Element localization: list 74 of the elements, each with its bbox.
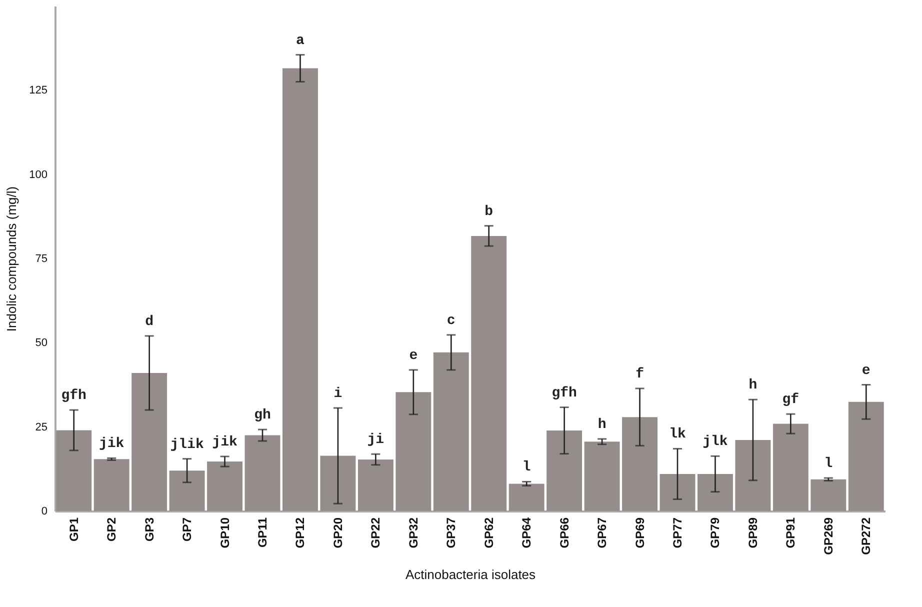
bar (848, 402, 884, 511)
annotation: jik (98, 436, 124, 452)
bar (810, 479, 846, 511)
x-tick-label: GP62 (482, 517, 496, 548)
x-tick-label: GP12 (293, 517, 308, 548)
annotation: l (824, 456, 833, 472)
annotation: jik (212, 434, 238, 450)
x-tick-label: GP2 (104, 517, 119, 542)
bar (282, 68, 318, 511)
x-tick-label: GP11 (256, 517, 270, 548)
y-tick-label: 75 (35, 253, 48, 265)
x-tick-label: GP79 (708, 517, 722, 548)
bar (622, 417, 658, 511)
annotation: l (522, 460, 531, 476)
bar (320, 456, 356, 511)
y-tick-label: 0 (41, 506, 48, 518)
x-tick-label: GP69 (632, 517, 647, 548)
annotation: gfh (552, 385, 577, 402)
bar (169, 470, 205, 511)
x-tick-label: GP10 (218, 517, 232, 548)
annotation: e (409, 348, 418, 364)
bar (508, 484, 544, 511)
bar (244, 435, 280, 511)
annotation: jlk (702, 434, 728, 450)
annotation: jlik (170, 436, 204, 453)
x-tick-label: GP89 (746, 517, 760, 548)
y-axis-title: Indolic compounds (mg/l) (4, 186, 20, 332)
x-tick-label: GP7 (180, 517, 194, 542)
y-tick-label: 50 (35, 337, 48, 350)
annotation: f (636, 366, 644, 382)
y-tick-label: 25 (35, 421, 48, 434)
x-tick-label: GP91 (784, 517, 798, 548)
bar (471, 236, 507, 511)
annotation: e (862, 362, 870, 379)
x-tick-label: GP22 (368, 517, 383, 548)
bar (56, 430, 92, 511)
y-tick-label: 100 (29, 168, 48, 181)
bar (772, 424, 808, 511)
bar (697, 474, 733, 511)
annotation: ji (367, 432, 384, 448)
bar (735, 440, 771, 511)
x-tick-label: GP20 (330, 517, 345, 548)
x-tick-label: GP3 (142, 517, 156, 542)
annotation: h (598, 416, 606, 433)
annotation: gfh (61, 388, 86, 404)
x-tick-label: GP37 (444, 517, 458, 548)
annotation: c (446, 312, 456, 329)
bar (396, 392, 432, 511)
x-tick-label: GP1 (66, 517, 81, 542)
x-tick-label: GP66 (557, 517, 572, 548)
annotation: b (484, 204, 494, 220)
bar (584, 442, 620, 511)
bar (132, 372, 168, 511)
x-axis-title: Actinobacteria isolates (405, 566, 536, 582)
x-tick-label: GP32 (406, 517, 420, 548)
x-tick-label: GP67 (595, 517, 610, 548)
bar (358, 459, 394, 511)
annotation: lk (669, 426, 686, 443)
annotation: gh (254, 408, 271, 424)
x-tick-label: GP64 (520, 517, 534, 548)
bar (94, 459, 130, 511)
x-tick-label: GP272 (859, 517, 874, 555)
x-tick-label: GP269 (821, 517, 836, 555)
x-tick-label: GP77 (670, 517, 684, 548)
annotation: h (748, 378, 758, 394)
bar (207, 462, 243, 511)
bar (433, 352, 469, 511)
bar (546, 430, 582, 511)
annotation: gf (782, 392, 800, 408)
y-tick-label: 125 (29, 84, 48, 97)
annotation: d (145, 314, 154, 330)
annotation: i (334, 386, 342, 402)
annotation: a (296, 32, 306, 49)
bar (660, 474, 696, 511)
